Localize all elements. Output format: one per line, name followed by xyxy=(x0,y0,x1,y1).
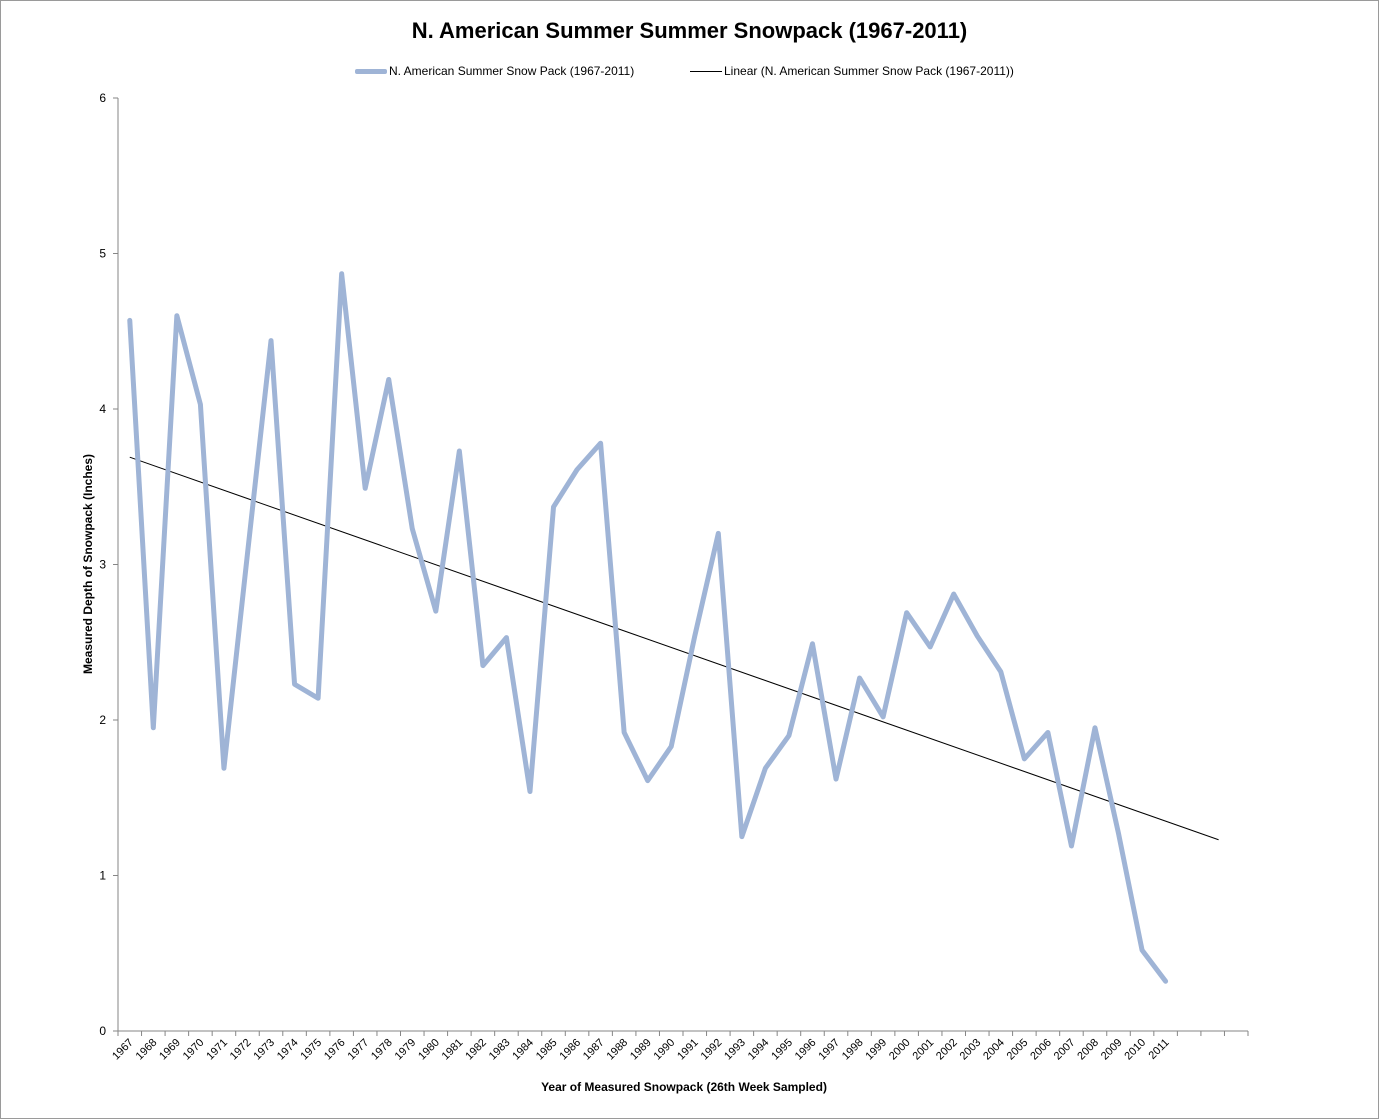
x-tick-label: 2002 xyxy=(934,1037,960,1063)
series-layer xyxy=(127,271,1169,984)
x-tick-label: 1973 xyxy=(251,1037,277,1063)
series-line-snowpack xyxy=(127,271,1169,984)
x-tick-label: 1984 xyxy=(510,1037,536,1063)
x-tick-label: 2005 xyxy=(1005,1037,1031,1063)
y-axis-ticks: 0 1 2 3 4 5 6 xyxy=(99,91,118,1038)
x-tick-label: 1969 xyxy=(157,1037,183,1063)
x-tick-label: 1978 xyxy=(369,1037,395,1063)
x-tick-label: 1988 xyxy=(604,1037,630,1063)
x-tick-label: 1980 xyxy=(416,1037,442,1063)
y-tick-label: 1 xyxy=(99,869,106,883)
y-tick-label: 3 xyxy=(99,558,106,572)
x-tick-label: 1990 xyxy=(652,1037,678,1063)
x-tick-label: 1983 xyxy=(487,1037,513,1063)
legend-item-snowpack: N. American Summer Snow Pack (1967-2011) xyxy=(355,64,634,78)
x-tick-label: 1986 xyxy=(557,1037,583,1063)
x-tick-label: 1970 xyxy=(181,1037,207,1063)
x-tick-label: 1987 xyxy=(581,1037,607,1063)
x-tick-label: 2007 xyxy=(1052,1037,1078,1063)
chart-legend: N. American Summer Snow Pack (1967-2011)… xyxy=(0,64,1379,84)
trendline-layer xyxy=(129,456,1219,841)
y-axis-label: Measured Depth of Snowpack (Inches) xyxy=(81,454,95,674)
x-tick-label: 1979 xyxy=(393,1037,419,1063)
chart-title: N. American Summer Summer Snowpack (1967… xyxy=(411,18,968,43)
x-tick-label: 2004 xyxy=(981,1037,1007,1063)
x-tick-label: 2000 xyxy=(887,1037,913,1063)
x-tick-label: 2008 xyxy=(1075,1037,1101,1063)
x-tick-label: 1994 xyxy=(746,1037,772,1063)
x-tick-label: 2006 xyxy=(1028,1037,1054,1063)
x-tick-label: 2010 xyxy=(1122,1037,1148,1063)
x-tick-label: 1995 xyxy=(769,1037,795,1063)
x-tick-label: 1996 xyxy=(793,1037,819,1063)
x-tick-label: 1972 xyxy=(228,1037,254,1063)
legend-label-snowpack: N. American Summer Snow Pack (1967-2011) xyxy=(389,64,635,78)
x-tick-label: 1991 xyxy=(675,1037,701,1063)
x-tick-label: 2011 xyxy=(1147,1037,1172,1062)
y-tick-label: 6 xyxy=(99,91,106,105)
y-tick-label: 4 xyxy=(99,402,106,416)
y-tick-label: 2 xyxy=(99,713,106,727)
trendline xyxy=(129,456,1219,841)
x-tick-label: 1977 xyxy=(346,1037,372,1063)
x-tick-label: 1981 xyxy=(440,1037,466,1063)
x-tick-label: 1976 xyxy=(322,1037,348,1063)
legend-swatch-linear xyxy=(690,70,722,72)
legend-item-linear: Linear (N. American Summer Snow Pack (19… xyxy=(690,64,1014,78)
x-tick-label: 1985 xyxy=(534,1037,560,1063)
y-tick-label: 0 xyxy=(99,1024,106,1038)
x-tick-label: 1982 xyxy=(463,1037,489,1063)
x-tick-label: 1999 xyxy=(863,1037,889,1063)
x-tick-label: 1971 xyxy=(204,1037,230,1063)
x-tick-label: 1998 xyxy=(840,1037,866,1063)
x-tick-label: 1967 xyxy=(110,1037,136,1063)
x-tick-label: 1989 xyxy=(628,1037,654,1063)
x-tick-label: 1968 xyxy=(134,1037,160,1063)
x-tick-label: 2001 xyxy=(911,1037,937,1063)
x-tick-label: 1974 xyxy=(275,1037,301,1063)
x-tick-label: 1997 xyxy=(816,1037,842,1063)
x-tick-label: 2003 xyxy=(958,1037,984,1063)
legend-swatch-snowpack xyxy=(355,68,387,74)
x-tick-label: 1992 xyxy=(699,1037,725,1063)
legend-label-linear: Linear (N. American Summer Snow Pack (19… xyxy=(724,64,1014,78)
x-axis-ticks: 1967196819691970197119721973197419751976… xyxy=(110,1031,1249,1063)
x-tick-label: 1975 xyxy=(298,1037,324,1063)
x-axis-label: Year of Measured Snowpack (26th Week Sam… xyxy=(541,1080,827,1094)
x-tick-label: 2009 xyxy=(1099,1037,1125,1063)
x-tick-label: 1993 xyxy=(722,1037,748,1063)
y-tick-label: 5 xyxy=(99,247,106,261)
